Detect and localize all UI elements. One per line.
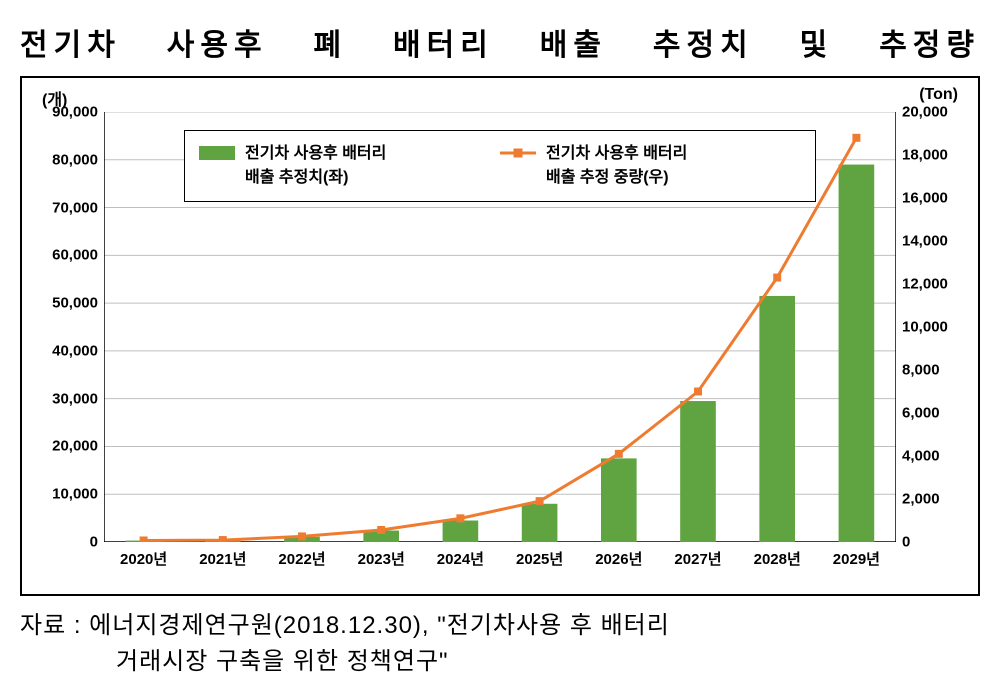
y-right-tick: 16,000 [902,190,948,207]
bar-swatch-icon [199,146,235,160]
x-tick: 2025년 [516,548,563,569]
y-left-tick: 60,000 [52,247,98,264]
x-tick: 2020년 [120,548,167,569]
chart-frame: (개) (Ton) 전기차 사용후 배터리 배출 추정치(좌) 전기차 사용후 … [20,76,980,596]
y-right-tick: 20,000 [902,104,948,121]
y-right-tick: 18,000 [902,147,948,164]
y-left-tick: 50,000 [52,295,98,312]
x-tick: 2021년 [199,548,246,569]
legend-item-line: 전기차 사용후 배터리 배출 추정 중량(우) [500,142,801,190]
y-right-tick: 12,000 [902,276,948,293]
y-axis-right-label: (Ton) [919,86,958,104]
legend-bar-text: 전기차 사용후 배터리 배출 추정치(좌) [245,142,386,190]
source-citation: 자료 : 에너지경제연구원(2018.12.30), "전기차사용 후 배터리 … [20,608,980,680]
plot: 전기차 사용후 배터리 배출 추정치(좌) 전기차 사용후 배터리 배출 추정 … [104,112,896,542]
source-line2: 거래시장 구축을 위한 정책연구" [20,644,980,680]
y-left-tick: 0 [90,534,98,551]
y-left-tick: 30,000 [52,390,98,407]
y-right-tick: 8,000 [902,362,940,379]
y-right-tick: 6,000 [902,405,940,422]
y-right-tick: 14,000 [902,233,948,250]
legend-line-text: 전기차 사용후 배터리 배출 추정 중량(우) [546,142,687,190]
x-tick: 2023년 [358,548,405,569]
legend: 전기차 사용후 배터리 배출 추정치(좌) 전기차 사용후 배터리 배출 추정 … [184,130,816,202]
x-tick: 2029년 [833,548,880,569]
x-tick: 2022년 [278,548,325,569]
y-left-tick: 10,000 [52,486,98,503]
chart-area: (개) (Ton) 전기차 사용후 배터리 배출 추정치(좌) 전기차 사용후 … [34,86,966,582]
x-tick: 2028년 [754,548,801,569]
x-tick: 2026년 [595,548,642,569]
y-right-tick: 2,000 [902,491,940,508]
chart-title: 전기차 사용후 폐 배터리 배출 추정치 및 추정량 [20,20,980,64]
y-left-tick: 80,000 [52,151,98,168]
y-right-tick: 0 [902,534,910,551]
line-swatch-icon [500,146,536,160]
y-left-tick: 70,000 [52,199,98,216]
y-left-tick: 40,000 [52,342,98,359]
y-right-tick: 4,000 [902,448,940,465]
legend-item-bar: 전기차 사용후 배터리 배출 추정치(좌) [199,142,500,190]
y-right-tick: 10,000 [902,319,948,336]
y-left-tick: 20,000 [52,438,98,455]
x-tick: 2027년 [674,548,721,569]
y-left-tick: 90,000 [52,104,98,121]
source-line1: 자료 : 에너지경제연구원(2018.12.30), "전기차사용 후 배터리 [20,608,980,644]
x-tick: 2024년 [437,548,484,569]
